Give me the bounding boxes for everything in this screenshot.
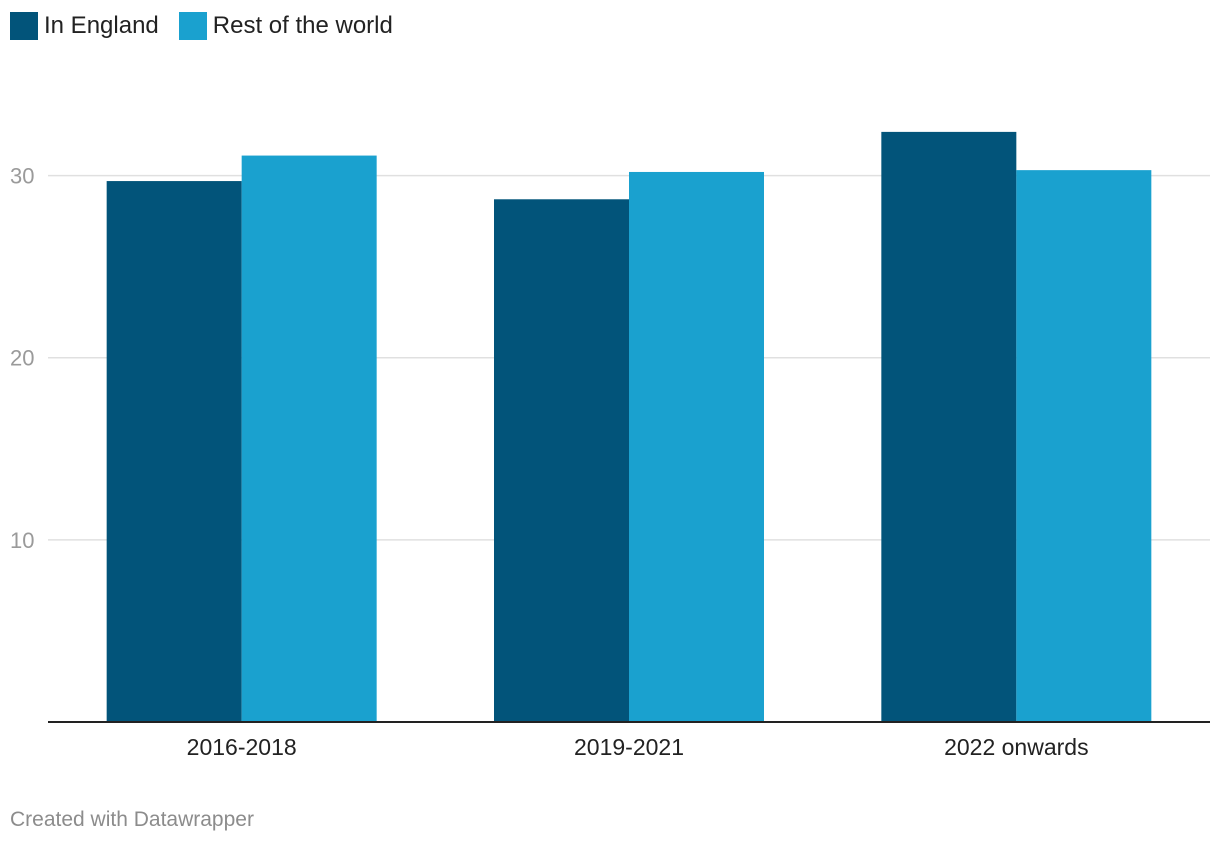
bar-in-england-2022-onwards [881,131,1017,722]
bar-rest-of-the-world-2019-2021 [629,171,764,722]
bar-rest-of-the-world-2016-2018 [241,155,377,722]
bar-rest-of-the-world-2022-onwards [1016,170,1152,723]
y-tick-label-30: 30 [10,164,34,189]
x-tick-label-2019-2021: 2019-2021 [574,734,684,760]
legend-item-rest-of-world: Rest of the world [178,12,393,40]
y-tick-label-20: 20 [10,346,34,371]
y-tick-label-10: 10 [10,528,34,553]
bar-in-england-2016-2018 [106,181,242,722]
bar-chart: 10 20 30 2016-2018 2019-2021 2022 onwards [10,131,1210,760]
x-tick-label-2016-2018: 2016-2018 [187,734,297,760]
legend-item-in-england: In England [10,12,159,40]
legend-swatch-rest-of-world [178,12,207,40]
footer-credit: Created with Datawrapper [10,808,254,831]
legend-swatch-in-england [10,12,38,40]
legend-label-in-england: In England [44,12,159,39]
bar-in-england-2019-2021 [494,199,629,722]
chart-legend: In England Rest of the world [10,12,393,40]
legend-label-rest-of-world: Rest of the world [212,12,393,39]
x-tick-label-2022-onwards: 2022 onwards [944,734,1089,760]
